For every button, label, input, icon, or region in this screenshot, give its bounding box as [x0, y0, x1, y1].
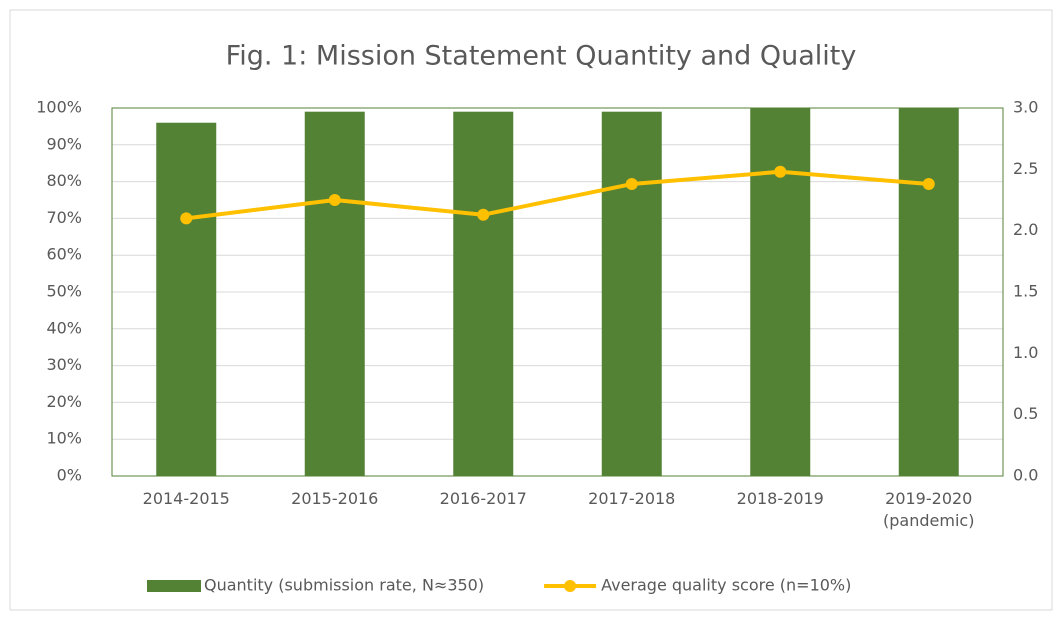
x-tick-label: 2015-2016 — [291, 489, 379, 508]
x-tick-label: 2017-2018 — [588, 489, 676, 508]
bar — [601, 111, 662, 477]
x-tick-label: 2019-2020 (pandemic) — [883, 489, 975, 530]
x-tick-label: 2016-2017 — [439, 489, 527, 508]
line-marker — [922, 178, 935, 191]
legend-label: Quantity (submission rate, N≈350) — [204, 576, 484, 595]
y-tick-label: 70% — [46, 208, 82, 227]
y-tick-label: 80% — [46, 171, 82, 190]
line-marker — [477, 208, 490, 221]
line-marker — [180, 212, 193, 225]
bar — [304, 111, 365, 477]
bar — [898, 108, 959, 476]
y-tick-label: 50% — [46, 282, 82, 301]
y-tick-label: 90% — [46, 134, 82, 153]
line-marker — [625, 178, 638, 191]
y2-tick-label: 2.5 — [1013, 159, 1038, 178]
y2-tick-label: 1.5 — [1013, 282, 1038, 301]
y2-tick-label: 0.5 — [1013, 404, 1038, 423]
y-tick-label: 30% — [46, 355, 82, 374]
y-tick-label: 100% — [36, 98, 82, 117]
y-tick-label: 0% — [57, 466, 82, 485]
line — [186, 169, 929, 221]
line-marker — [328, 194, 341, 206]
x-tick-label: 2014-2015 — [142, 489, 230, 508]
y-tick-label: 60% — [46, 245, 82, 264]
y2-tick-label: 2.0 — [1013, 220, 1038, 239]
chart-title: Fig. 1: Mission Statement Quantity and Q… — [226, 41, 857, 72]
bar — [750, 108, 811, 476]
line-marker — [774, 165, 787, 178]
y-tick-label: 20% — [46, 392, 82, 411]
bar — [156, 122, 217, 476]
y2-tick-label: 1.0 — [1013, 343, 1038, 362]
legend-swatch — [147, 580, 201, 592]
y2-tick-label: 0.0 — [1013, 466, 1038, 485]
plot-border — [111, 107, 1004, 477]
legend-marker — [564, 580, 577, 592]
y2-tick-label: 3.0 — [1013, 98, 1038, 117]
legend-label: Average quality score (n=10%) — [601, 576, 851, 595]
x-tick-label: 2018-2019 — [736, 489, 824, 508]
y-tick-label: 40% — [46, 318, 82, 337]
y-tick-label: 10% — [46, 429, 82, 448]
bar — [453, 111, 514, 477]
